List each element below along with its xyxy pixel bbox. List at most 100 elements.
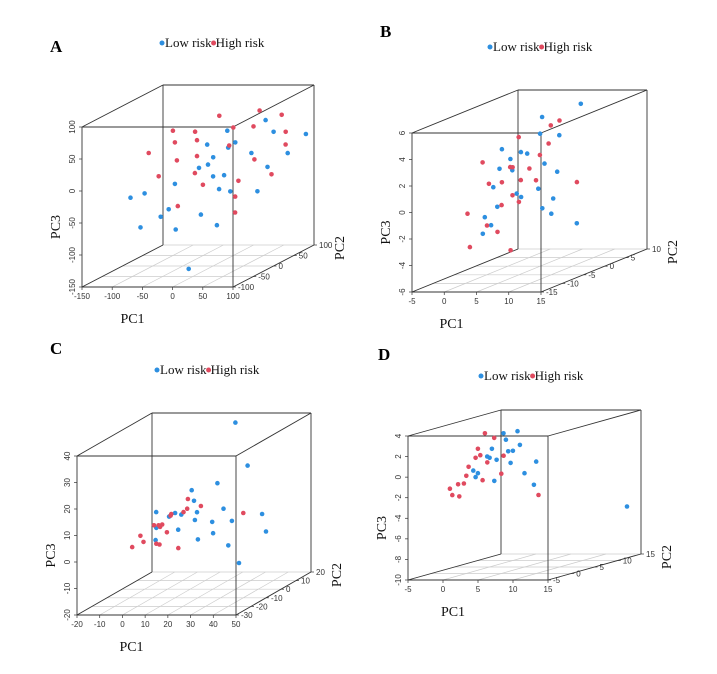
- box-edge: [407, 409, 502, 437]
- point-low-risk: [533, 459, 539, 464]
- panel-label: C: [50, 339, 62, 358]
- x-axis-title: PC1: [119, 640, 143, 655]
- panel-d: D Low risk High risk -5 0 5 10 15 -10 -8 -6 -4 -2 0 2 4…: [375, 345, 675, 620]
- point-low-risk: [196, 165, 202, 171]
- y-tick-label: 0: [576, 570, 581, 579]
- point-high-risk: [484, 223, 490, 228]
- point-low-risk: [494, 457, 499, 463]
- z-tick-label: -150: [68, 278, 77, 295]
- point-high-risk: [181, 509, 186, 515]
- y-axis-title: PC2: [333, 236, 348, 260]
- z-tick-label: -50: [68, 217, 77, 229]
- point-high-risk: [495, 229, 500, 235]
- x-tick-label: 10: [504, 297, 513, 306]
- point-low-risk: [549, 211, 554, 216]
- floor-grid-line: [213, 571, 289, 616]
- z-tick-label: 0: [398, 210, 407, 215]
- panel-label: D: [378, 345, 390, 364]
- point-high-risk: [176, 545, 181, 551]
- y-axis-title: PC2: [660, 545, 675, 569]
- z-tick-label: -8: [394, 555, 403, 563]
- point-high-risk: [217, 113, 222, 119]
- point-low-risk: [265, 164, 270, 170]
- point-low-risk: [491, 184, 496, 190]
- point-low-risk: [480, 231, 486, 237]
- point-high-risk: [537, 152, 543, 158]
- point-high-risk: [485, 460, 490, 465]
- point-low-risk: [245, 463, 250, 468]
- floor-grid-line: [476, 248, 583, 293]
- point-low-risk: [221, 506, 226, 512]
- point-low-risk: [226, 543, 231, 548]
- point-low-risk: [204, 142, 210, 147]
- z-axis-title: PC3: [44, 543, 59, 567]
- point-high-risk: [169, 511, 174, 517]
- y-tick-label: -100: [238, 283, 255, 292]
- z-tick-label: 6: [398, 130, 407, 135]
- point-low-risk: [172, 181, 178, 187]
- floor-grid-line: [190, 571, 266, 616]
- legend: Low risk High risk: [154, 362, 260, 377]
- y-tick-label: 10: [301, 577, 310, 586]
- point-high-risk: [508, 248, 513, 253]
- box-edge: [235, 571, 312, 616]
- point-low-risk: [233, 420, 238, 425]
- point-high-risk: [518, 177, 524, 183]
- legend-label-low: Low risk: [160, 362, 207, 377]
- point-high-risk: [475, 446, 481, 452]
- x-axis-title: PC1: [439, 317, 463, 332]
- legend-label-high: High risk: [535, 368, 584, 383]
- point-high-risk: [466, 464, 471, 470]
- point-high-risk: [252, 157, 257, 162]
- y-tick-label: 20: [316, 568, 325, 577]
- point-high-risk: [151, 523, 157, 528]
- legend-marker-low: [478, 373, 484, 379]
- point-high-risk: [464, 473, 469, 479]
- point-low-risk: [303, 131, 309, 137]
- point-high-risk: [499, 180, 505, 185]
- box-edge: [411, 248, 519, 293]
- point-high-risk: [232, 194, 238, 199]
- x-tick-label: -20: [71, 620, 83, 629]
- x-tick-label: 10: [509, 585, 518, 594]
- point-low-risk: [221, 172, 227, 178]
- z-tick-label: 4: [398, 157, 407, 162]
- floor-grid-line: [122, 571, 198, 616]
- box-edge: [235, 412, 312, 457]
- floor-grid-line: [167, 571, 244, 616]
- x-tick-label: -150: [74, 292, 91, 301]
- point-low-risk: [531, 482, 537, 488]
- point-high-risk: [480, 477, 485, 483]
- point-low-risk: [153, 509, 159, 515]
- point-low-risk: [128, 195, 133, 200]
- point-high-risk: [192, 129, 198, 134]
- y-tick-label: 10: [623, 557, 632, 566]
- y-tick-label: 0: [286, 585, 291, 594]
- point-high-risk: [198, 503, 204, 509]
- x-tick-label: -50: [137, 292, 149, 301]
- point-high-risk: [172, 140, 178, 145]
- point-low-risk: [482, 214, 488, 220]
- x-tick-label: 0: [441, 585, 446, 594]
- z-tick-label: 2: [398, 183, 407, 188]
- point-high-risk: [279, 112, 285, 118]
- point-high-risk: [283, 129, 289, 135]
- panel-label: A: [50, 37, 63, 56]
- point-low-risk: [508, 460, 513, 466]
- y-tick-label: 100: [319, 241, 333, 250]
- point-low-risk: [175, 527, 181, 532]
- point-high-risk: [536, 492, 541, 498]
- point-high-risk: [200, 182, 206, 188]
- point-low-risk: [236, 560, 242, 566]
- x-tick-label: -100: [104, 292, 121, 301]
- point-low-risk: [195, 537, 201, 542]
- y-tick-label: -10: [567, 279, 579, 288]
- z-tick-label: -10: [63, 582, 72, 594]
- panel-label: B: [380, 22, 391, 41]
- point-high-risk: [226, 143, 232, 148]
- point-low-risk: [524, 151, 530, 156]
- z-tick-label: 0: [68, 188, 77, 193]
- point-high-risk: [510, 165, 515, 170]
- point-low-risk: [488, 222, 494, 228]
